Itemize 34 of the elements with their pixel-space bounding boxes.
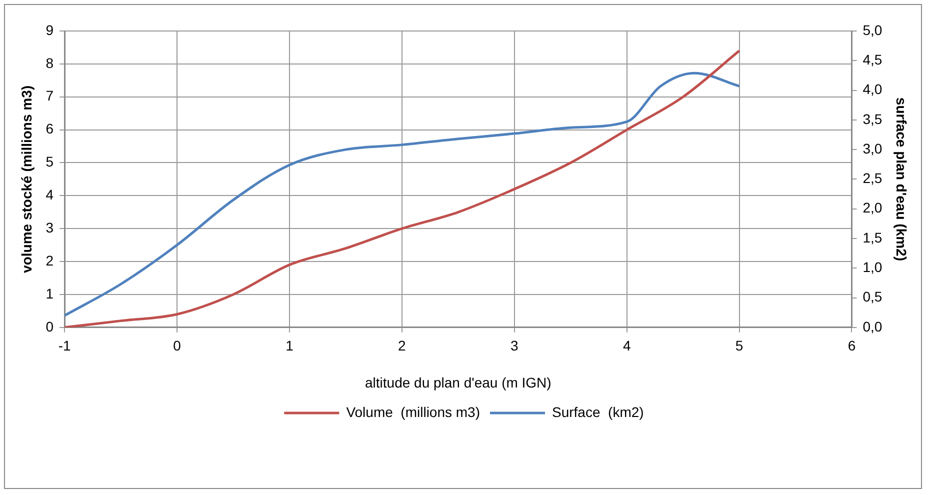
legend-label: Surface (km2) [552,404,644,420]
y2-tick-label: 4,0 [862,81,882,98]
y2-tick-label: 0,0 [862,318,882,334]
y-tick-label: 6 [46,120,54,137]
y2-tick-label: 1,0 [862,258,882,275]
y-tick-label: 3 [46,219,54,236]
y2-tick-label: 3,5 [862,110,882,127]
x-tick-label: -1 [58,338,72,354]
y2-tick-label: 5,0 [862,22,882,38]
y2-tick-label: 4,5 [862,52,882,68]
y2-tick-label: 2,0 [862,200,882,216]
y2-tick-label: 2,5 [862,170,882,186]
y-axis-title: volume stocké (millions m3) [18,85,34,273]
y2-tick-label: 0,5 [862,288,882,305]
y2-tick-label: 3,0 [862,140,882,156]
x-axis-title: altitude du plan d'eau (m IGN) [365,374,552,390]
x-tick-label: 0 [173,338,182,354]
y-tick-label: 5 [46,154,54,170]
y-tick-label: 4 [46,186,54,203]
x-tick-label: 3 [510,338,518,354]
x-tick-label: 4 [622,338,631,354]
x-tick-label: 1 [286,338,294,354]
x-tick-label: 6 [848,338,856,354]
y-tick-label: 9 [46,22,54,38]
y-tick-label: 1 [46,285,54,302]
y2-tick-label: 1,5 [862,229,882,246]
legend-label: Volume (millions m3) [346,404,480,420]
x-tick-label: 5 [735,338,744,354]
y-tick-label: 7 [46,88,54,104]
x-tick-label: 2 [398,338,406,354]
y2-axis-title: surface plan d'eau (km2) [894,97,910,262]
y-tick-label: 8 [46,54,54,71]
y-tick-label: 0 [46,318,54,334]
y-tick-label: 2 [46,252,54,268]
